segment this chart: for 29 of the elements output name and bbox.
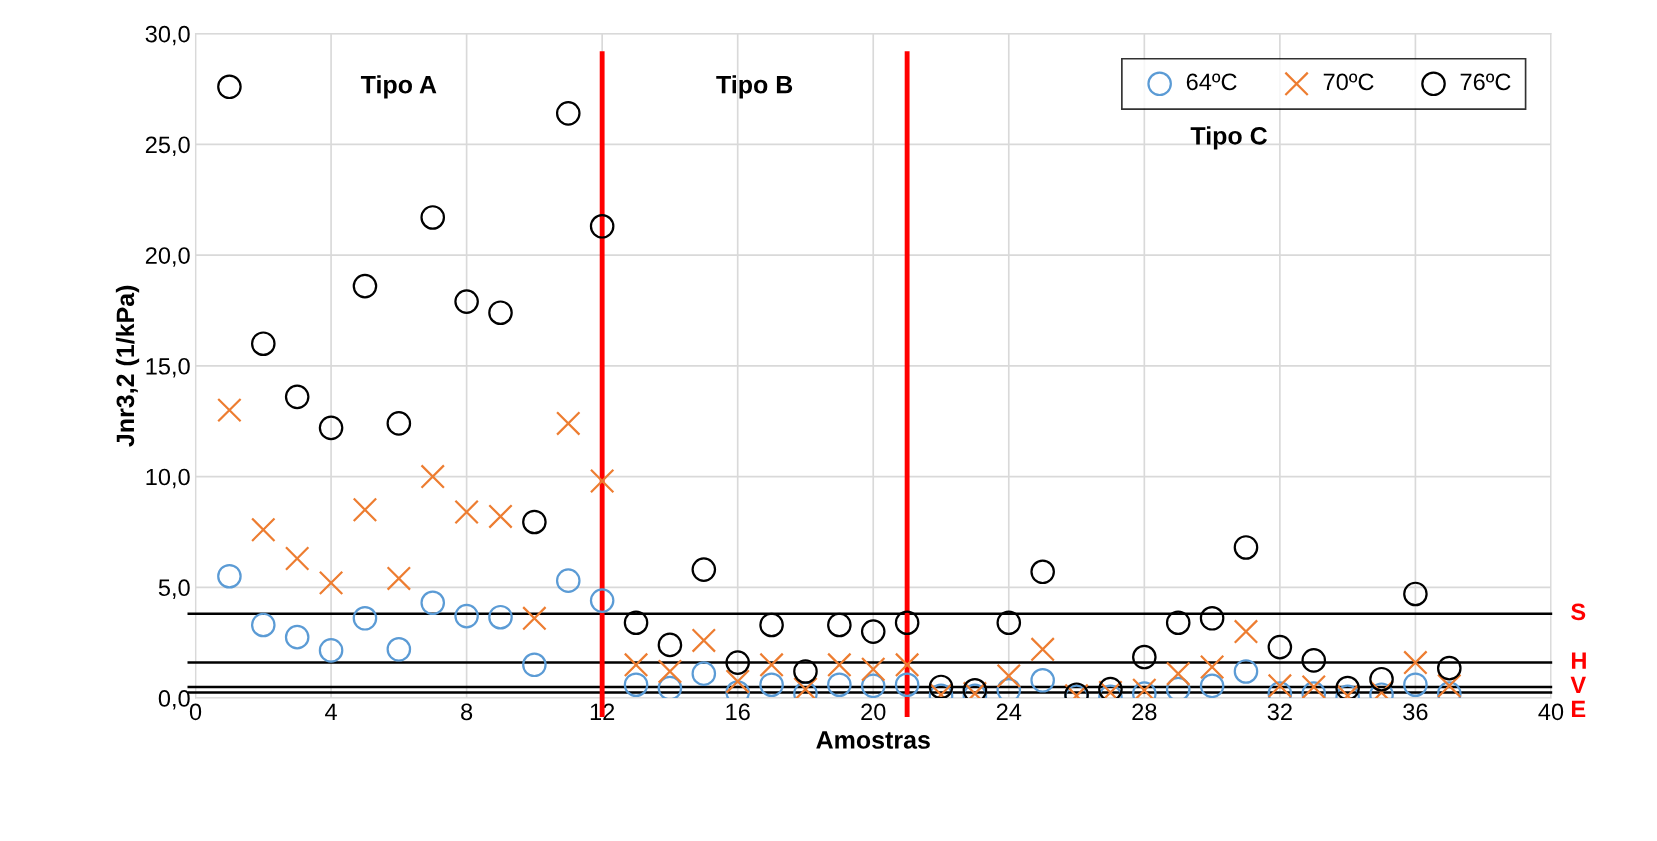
x-tick-label: 20 — [861, 703, 886, 721]
y-tick-label: 10,0 — [146, 468, 190, 489]
x-tick-label: 16 — [726, 703, 750, 721]
x-tick-label: 0 — [189, 703, 202, 721]
y-tick-label: 0,0 — [158, 690, 190, 710]
ref-line-label: E — [1571, 700, 1586, 718]
x-tick-label: 8 — [461, 703, 473, 721]
x-tick-label: 4 — [325, 703, 337, 720]
x-axis-title: Amostras — [816, 731, 930, 749]
x-tick-label: 28 — [1132, 703, 1157, 721]
annotation: Tipo C — [1190, 126, 1268, 150]
annotation: Tipo B — [716, 75, 793, 99]
legend-label: 64ºC — [1186, 73, 1237, 91]
legend-label: 70ºC — [1323, 73, 1374, 91]
y-tick-label: 5,0 — [158, 579, 190, 599]
annotation: Tipo A — [360, 75, 437, 99]
y-tick-label: 25,0 — [145, 136, 190, 156]
x-tick-label: 32 — [1267, 703, 1292, 721]
ref-line-label: V — [1570, 676, 1586, 694]
legend-label: 76ºC — [1460, 73, 1511, 91]
ref-line-label: S — [1571, 603, 1586, 621]
y-tick-label: 30,0 — [145, 25, 190, 46]
ref-line-label: H — [1571, 652, 1586, 669]
x-tick-label: 24 — [996, 703, 1022, 720]
y-tick-label: 15,0 — [146, 357, 190, 378]
x-tick-label: 36 — [1403, 703, 1428, 721]
y-tick-label: 20,0 — [145, 247, 190, 267]
y-axis-title: Jnr3,2 (1/kPa) — [115, 285, 140, 447]
x-tick-label: 40 — [1538, 703, 1564, 721]
